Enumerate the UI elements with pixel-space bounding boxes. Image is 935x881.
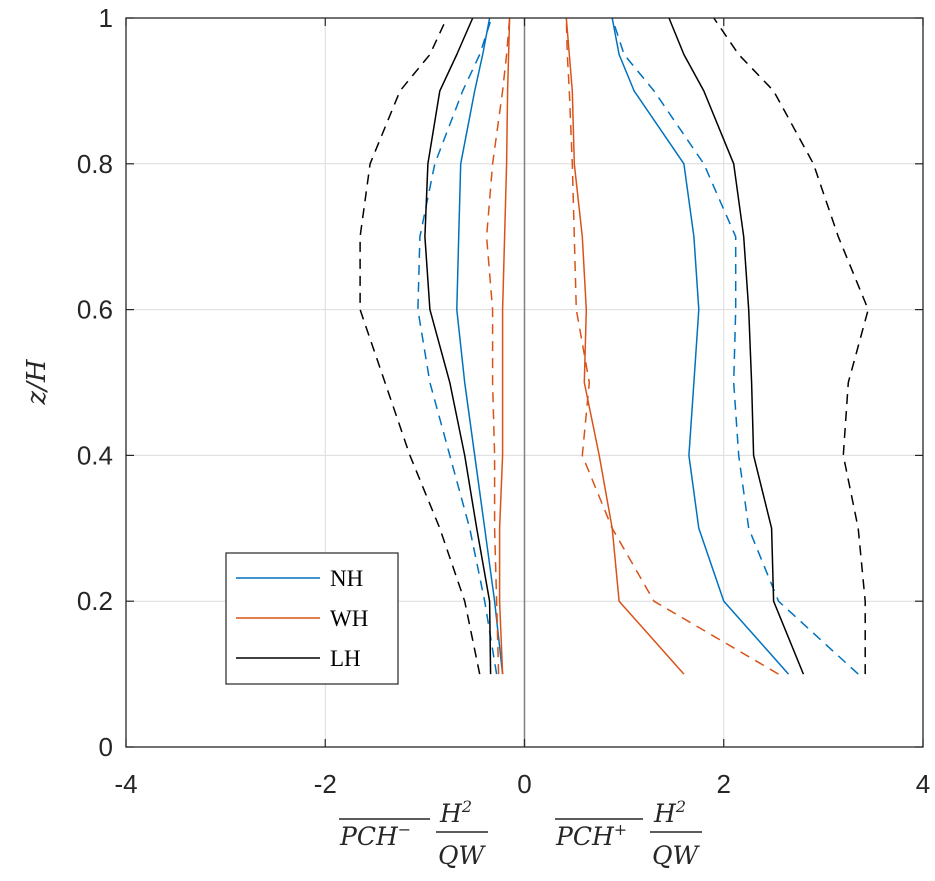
legend-label-nh: NH	[330, 566, 363, 591]
legend: NH WH LH	[225, 552, 399, 685]
series-layer	[359, 17, 869, 675]
y-tick-label: 0.6	[77, 295, 113, 325]
series-line-nh-negative-dashed	[417, 17, 498, 675]
x-axis-label-negative: PCH− H2 QW	[339, 797, 488, 870]
tick-marks	[125, 17, 924, 748]
y-tick-label: 0	[99, 732, 113, 762]
series-line-lh-negative-solid	[424, 17, 492, 675]
x-label-pos-overline-text: PCH	[555, 822, 615, 851]
series-line-wh-positive-dashed	[565, 17, 779, 675]
x-label-neg-denominator: QW	[438, 841, 486, 870]
x-label-neg-num-text: H	[439, 799, 463, 828]
x-label-pos-denominator: QW	[652, 841, 700, 870]
series-line-wh-positive-solid	[565, 17, 685, 675]
x-label-pos-numerator: H2	[653, 797, 686, 828]
y-axis-label: z/H	[22, 358, 52, 405]
legend-entry-lh: LH	[236, 646, 361, 671]
series-line-lh-positive-dashed	[713, 17, 869, 675]
x-tick-label: 0	[517, 769, 531, 799]
series-line-lh-positive-solid	[668, 17, 805, 675]
x-label-pos-num-text: H	[653, 799, 677, 828]
y-tick-label: 0.2	[77, 586, 113, 616]
series-line-wh-negative-dashed	[485, 17, 511, 675]
x-axis-label-positive: PCH+ H2 QW	[555, 797, 702, 870]
x-tick-labels: -4 -2 0 2 4	[114, 769, 930, 799]
x-label-neg-term: PCH−	[339, 820, 411, 851]
x-label-neg-superscript: −	[398, 820, 411, 839]
series-line-nh-negative-solid	[456, 17, 504, 675]
y-tick-label: 0.8	[77, 149, 113, 179]
x-tick-label: 2	[717, 769, 731, 799]
series-line-nh-positive-dashed	[611, 17, 859, 675]
y-tick-labels: 0 0.2 0.4 0.6 0.8 1	[77, 3, 113, 762]
legend-label-lh: LH	[330, 646, 361, 671]
x-tick-label: 4	[916, 769, 930, 799]
x-label-neg-num-sup: 2	[461, 797, 472, 816]
legend-entry-nh: NH	[236, 566, 363, 591]
x-label-pos-term: PCH+	[555, 820, 627, 851]
x-label-neg-overline-text: PCH	[339, 822, 399, 851]
x-tick-label: -2	[314, 769, 337, 799]
series-line-lh-negative-dashed	[359, 17, 481, 675]
y-tick-label: 1	[99, 3, 113, 33]
x-label-neg-numerator: H2	[439, 797, 472, 828]
x-label-pos-superscript: +	[614, 820, 627, 839]
legend-label-wh: WH	[330, 606, 368, 631]
x-label-pos-num-sup: 2	[675, 797, 686, 816]
legend-entry-wh: WH	[236, 606, 368, 631]
series-line-wh-negative-solid	[498, 17, 511, 675]
y-tick-label: 0.4	[77, 440, 113, 470]
x-tick-label: -4	[114, 769, 137, 799]
series-line-nh-positive-solid	[611, 17, 790, 675]
